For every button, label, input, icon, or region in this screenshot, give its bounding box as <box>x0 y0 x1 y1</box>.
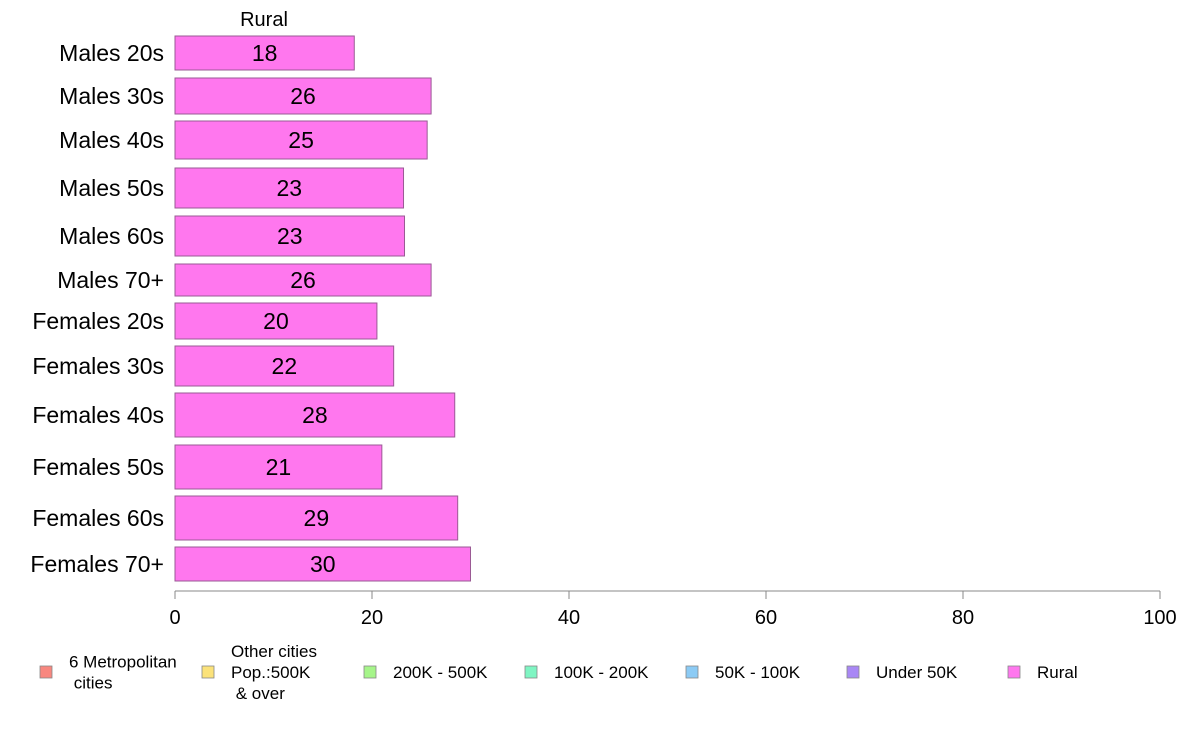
category-label: Females 40s <box>32 402 164 428</box>
bar <box>174 215 406 257</box>
category-label: Males 60s <box>59 223 164 249</box>
legend-label: Other cities Pop.:500K & over <box>231 642 317 703</box>
category-label: Females 50s <box>32 454 164 480</box>
bar <box>174 35 355 71</box>
category-label: Males 70+ <box>57 267 164 293</box>
legend-swatch <box>846 665 860 679</box>
legend-label: 100K - 200K <box>554 663 649 682</box>
bar-value-label: 20 <box>263 308 289 334</box>
category-label: Females 30s <box>32 353 164 379</box>
bar <box>174 302 378 340</box>
x-tick-label: 100 <box>1143 607 1176 629</box>
bar-value-label: 29 <box>304 505 330 531</box>
bar-value-label: 30 <box>310 551 336 577</box>
bar <box>174 546 471 582</box>
bar-value-label: 28 <box>302 402 328 428</box>
category-label: Males 20s <box>59 40 164 66</box>
x-tick-label: 0 <box>169 607 180 629</box>
bar-value-label: 26 <box>290 83 316 109</box>
x-tick-label: 40 <box>558 607 580 629</box>
bar-group: 18 Males 20s 26 Males 30s 25 Males 40s 23 Males… <box>30 35 471 582</box>
x-tick-label: 80 <box>952 607 974 629</box>
category-label: Males 50s <box>59 175 164 201</box>
legend-label: 50K - 100K <box>715 663 801 682</box>
bar <box>174 167 405 209</box>
category-label: Females 70+ <box>30 551 164 577</box>
legend-label: 6 Metropolitan cities <box>69 653 177 693</box>
x-tick-label: 20 <box>361 607 383 629</box>
legend-swatch <box>201 665 215 679</box>
bar <box>174 345 395 387</box>
legend-swatch <box>685 665 699 679</box>
legend-swatch <box>524 665 538 679</box>
bar <box>174 263 432 297</box>
x-tick-label: 60 <box>755 607 777 629</box>
bar-value-label: 21 <box>266 454 292 480</box>
legend-swatch <box>39 665 53 679</box>
bar <box>174 495 459 541</box>
bar <box>174 392 456 438</box>
bar-value-label: 23 <box>276 175 302 201</box>
bar-value-label: 25 <box>288 127 314 153</box>
bar <box>174 120 428 160</box>
legend-label: Rural <box>1037 663 1078 682</box>
x-axis: 0 20 40 60 80 100 <box>169 590 1177 629</box>
legend-label: 200K - 500K <box>393 663 488 682</box>
bar-value-label: 22 <box>272 353 298 379</box>
bar <box>174 77 432 115</box>
bar-value-label: 26 <box>290 267 316 293</box>
legend-swatch <box>1007 665 1021 679</box>
bar <box>174 444 383 490</box>
bar-value-label: 18 <box>252 40 278 66</box>
legend-label: Under 50K <box>876 663 958 682</box>
category-label: Males 30s <box>59 83 164 109</box>
category-label: Males 40s <box>59 127 164 153</box>
category-label: Females 20s <box>32 308 164 334</box>
chart-title: Rural <box>240 9 288 31</box>
category-label: Females 60s <box>32 505 164 531</box>
bar-value-label: 23 <box>277 223 303 249</box>
legend-swatch <box>363 665 377 679</box>
legend: 6 Metropolitan cities Other cities Pop.:50… <box>39 642 1078 703</box>
